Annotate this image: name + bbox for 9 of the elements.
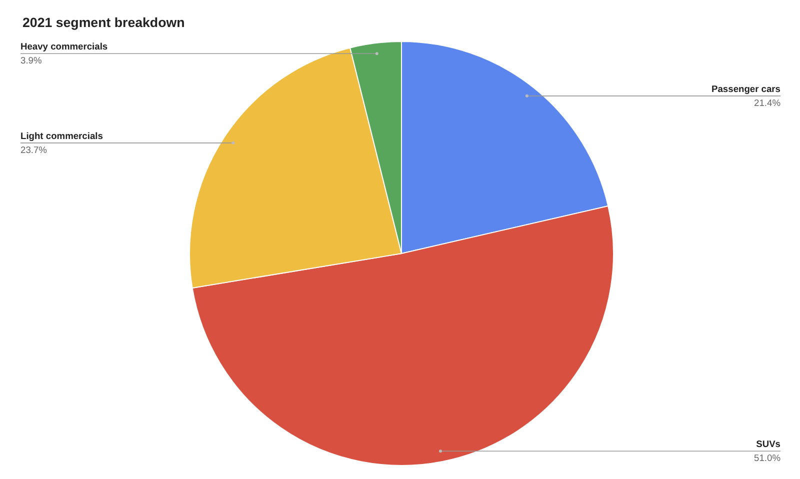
- slice-label: Passenger cars: [712, 84, 781, 94]
- slice-label: Light commercials: [20, 130, 103, 141]
- slice-label: Heavy commercials: [20, 42, 108, 52]
- data-label: 51.0%: [754, 453, 781, 464]
- data-label: 23.7%: [20, 144, 47, 155]
- data-label: 3.9%: [20, 56, 42, 66]
- chart-title: 2021 segment breakdown: [22, 15, 185, 30]
- data-label: 21.4%: [754, 98, 781, 108]
- slice-label: SUVs: [756, 439, 781, 450]
